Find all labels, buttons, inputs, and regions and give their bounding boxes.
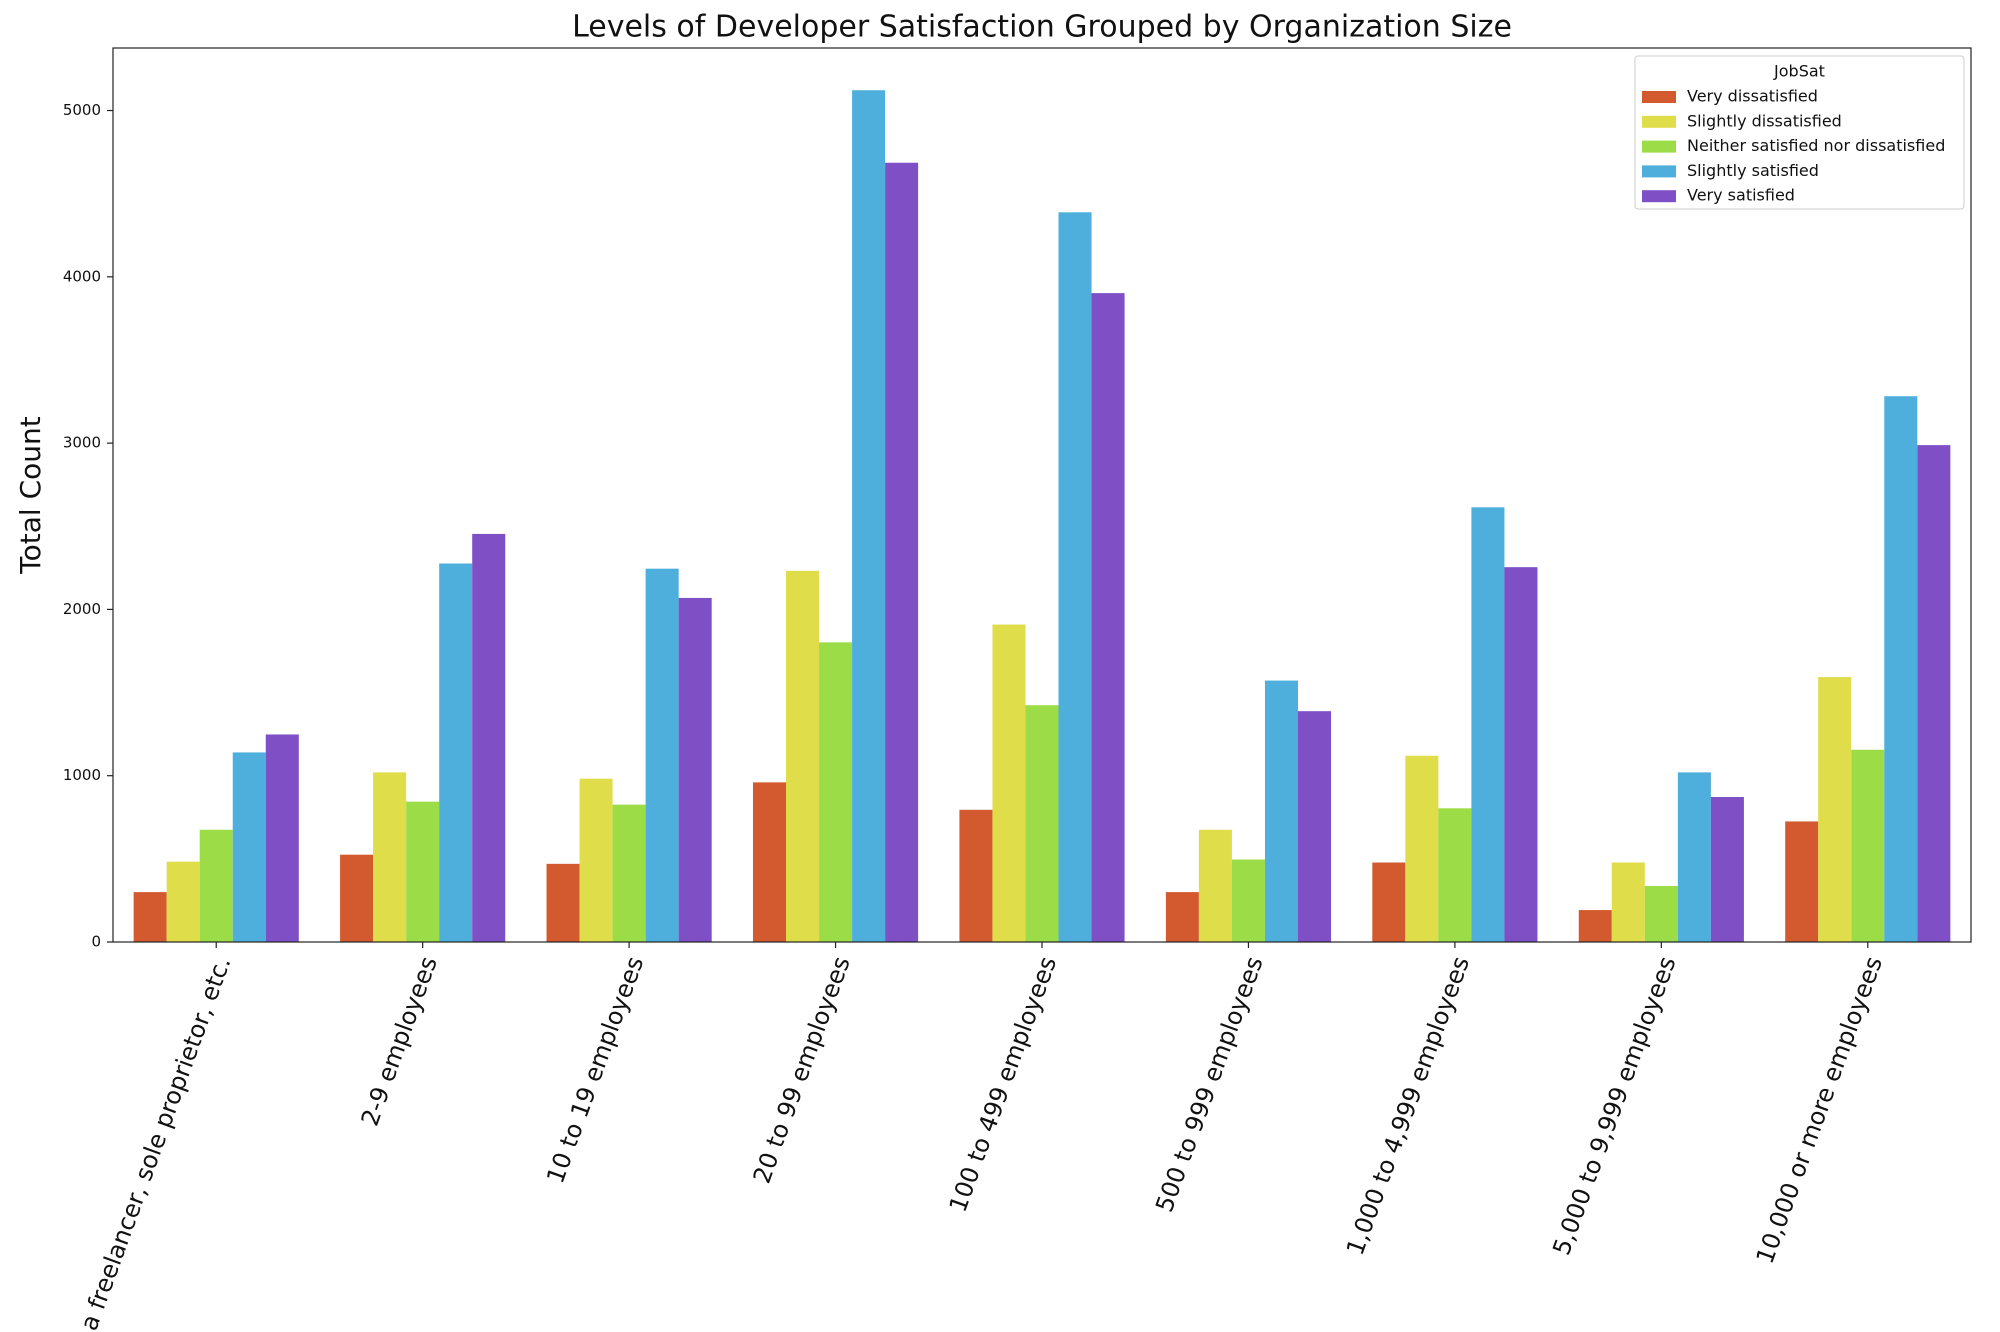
- bar: [232, 752, 266, 942]
- bar: [885, 162, 919, 943]
- bar: [406, 801, 440, 942]
- y-tick-label: 2000: [63, 600, 101, 618]
- x-tick-label: 5,000 to 9,999 employees: [1547, 953, 1681, 1259]
- y-tick-label: 1000: [63, 766, 101, 784]
- legend-label: Neither satisfied nor dissatisfied: [1687, 136, 1945, 155]
- bar: [1710, 796, 1744, 942]
- y-tick-label: 3000: [63, 434, 101, 452]
- plot-frame: [112, 47, 1972, 943]
- x-tick-label: 2-9 employees: [356, 953, 443, 1130]
- x-tick-label: 10,000 or more employees: [1751, 953, 1888, 1268]
- x-tick-label: 100 to 499 employees: [944, 953, 1063, 1216]
- legend-label: Very satisfied: [1687, 186, 1795, 205]
- bar: [1372, 862, 1406, 942]
- y-axis-label: Total Count: [14, 416, 47, 574]
- bar: [472, 533, 506, 942]
- bar: [1025, 705, 1059, 942]
- bar: [959, 809, 993, 942]
- x-tick-label: Just me - I am a freelancer, sole propri…: [15, 953, 237, 1332]
- bar: [992, 624, 1026, 942]
- bar: [265, 734, 299, 942]
- bar: [1438, 808, 1472, 942]
- bar: [786, 570, 820, 942]
- bar: [819, 642, 853, 942]
- bar: [1785, 821, 1819, 942]
- bar: [1231, 859, 1265, 942]
- legend-label: Slightly dissatisfied: [1687, 111, 1842, 130]
- bar: [1578, 910, 1612, 942]
- bar: [1297, 711, 1332, 942]
- chart-title: Levels of Developer Satisfaction Grouped…: [572, 10, 1512, 45]
- bar: [1884, 396, 1918, 943]
- legend-box: [1634, 55, 1965, 210]
- bar: [1917, 445, 1951, 942]
- bar: [1405, 755, 1439, 942]
- bar: [1851, 749, 1885, 942]
- bar: [1165, 892, 1199, 942]
- bar: [1471, 507, 1505, 942]
- bar: [612, 804, 646, 942]
- bar: [1611, 862, 1645, 942]
- bar: [678, 597, 712, 942]
- y-tick-label: 5000: [63, 101, 101, 119]
- legend-label: Slightly satisfied: [1687, 161, 1819, 180]
- bar: [1818, 677, 1852, 942]
- bar: [340, 854, 374, 942]
- y-tick-label: 0: [91, 933, 101, 951]
- bar: [1198, 829, 1232, 942]
- y-tick-label: 4000: [63, 267, 101, 285]
- legend-swatch: [1642, 165, 1676, 178]
- legend-title: JobSat: [1773, 62, 1825, 81]
- x-tick-label: 20 to 99 employees: [748, 953, 856, 1187]
- legend-swatch: [1642, 190, 1676, 203]
- bar: [1504, 567, 1538, 942]
- bar: [439, 563, 473, 942]
- bar: [579, 778, 613, 942]
- bar: [752, 782, 787, 942]
- bar: [166, 861, 200, 942]
- bar: [1677, 772, 1711, 942]
- bar: [852, 90, 886, 943]
- legend-swatch: [1642, 91, 1676, 103]
- legend-swatch: [1642, 115, 1676, 128]
- bar: [199, 829, 233, 942]
- bar: [645, 568, 679, 942]
- x-tick-label: 1,000 to 4,999 employees: [1341, 953, 1475, 1259]
- legend-label: Very dissatisfied: [1687, 87, 1818, 106]
- bar: [1091, 293, 1125, 943]
- x-tick-label: 500 to 999 employees: [1150, 953, 1269, 1216]
- bar: [546, 863, 580, 942]
- bar: [1264, 680, 1298, 942]
- legend-swatch: [1642, 140, 1676, 153]
- bar: [1058, 212, 1092, 943]
- bar: [1644, 885, 1678, 942]
- bar: [133, 892, 167, 942]
- bar: [373, 772, 407, 942]
- x-tick-label: 10 to 19 employees: [541, 953, 649, 1187]
